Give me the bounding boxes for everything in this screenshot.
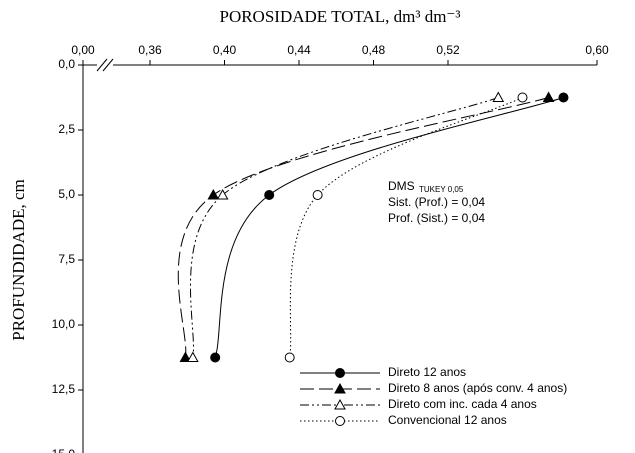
legend-label: Direto 8 anos (após conv. 4 anos) [388,381,567,395]
legend-label: Direto 12 anos [388,365,466,379]
data-point [207,188,220,200]
annotation: DMS [388,179,415,193]
y-axis-label: PROFUNDIDADE, cm [9,179,28,341]
data-point [558,92,569,103]
axis-break [96,58,108,72]
annotation: Sist. (Prof.) = 0,04 [388,195,485,209]
legend: Direto 12 anos Direto 8 anos (após conv. … [300,365,567,427]
x-tick-label: 0,44 [287,43,311,57]
series-line [289,97,523,358]
annotation: Prof. (Sist.) = 0,04 [388,211,485,225]
legend-label: Convencional 12 anos [388,413,507,427]
legend-marker [334,382,346,394]
x-tick-label: 0,52 [436,43,460,57]
data-point [542,91,555,102]
annotation: TUKEY 0,05 [419,185,464,194]
data-point [492,91,505,102]
data-point [186,351,199,362]
series-line [214,97,564,358]
y-tick-label: 12,5 [52,382,76,396]
x-tick-label: 0,60 [585,43,609,57]
y-tick-label: 0,0 [58,57,75,71]
y-tick-label: 5,0 [58,187,75,201]
data-point [312,190,323,200]
data-point [284,352,295,363]
x-tick-label: 0,40 [213,43,237,57]
data-point [179,351,192,362]
legend-marker [335,368,345,378]
y-tick-label: 15,0 [52,447,76,453]
legend-label: Direto com inc. cada 4 anos [388,397,537,411]
x-tick-label: 0,36 [138,43,162,57]
y-tick-label: 10,0 [52,317,76,331]
series-line [190,97,499,358]
data-point [210,352,221,363]
x-tick-label: 0,00 [71,43,95,57]
data-point [517,92,528,103]
data-point [216,188,229,200]
axis-break [102,58,114,72]
series-line [177,97,549,358]
y-tick-label: 2,5 [58,122,75,136]
legend-marker [334,398,346,410]
x-tick-label: 0,48 [362,43,386,57]
y-tick-label: 7,5 [58,252,75,266]
chart-title: POROSIDADE TOTAL, dm³ dm⁻³ [219,7,460,26]
legend-marker [335,416,345,426]
data-point [264,190,275,200]
